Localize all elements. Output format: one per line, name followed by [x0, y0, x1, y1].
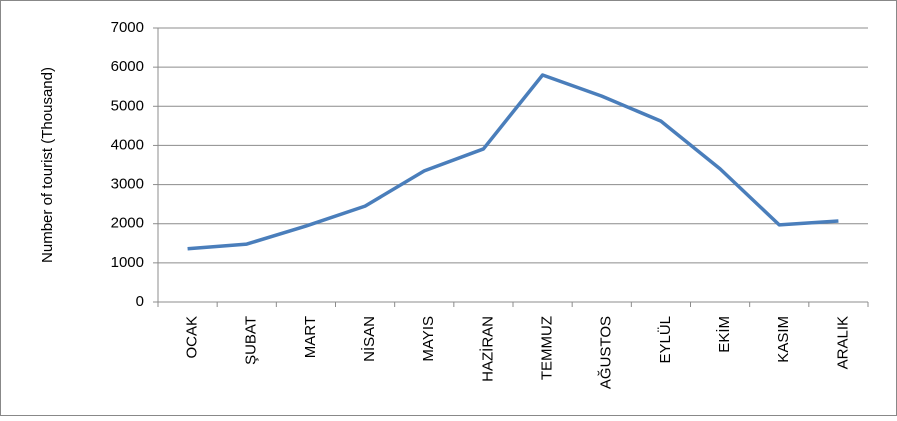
y-tick-label: 0	[136, 293, 144, 310]
y-tick-label: 4000	[111, 136, 144, 153]
x-tick-label: MAYIS	[420, 316, 437, 362]
y-tick-label: 6000	[111, 58, 144, 75]
x-tick-label: EYLÜL	[656, 316, 674, 364]
x-tick-label: NİSAN	[360, 316, 378, 362]
x-tick-label: OCAK	[184, 316, 201, 359]
x-tick-label: TEMMUZ	[539, 316, 556, 380]
x-tick-label: ARALIK	[834, 316, 851, 369]
y-tick-label: 5000	[111, 97, 144, 114]
x-tick-label: EKİM	[715, 316, 733, 353]
y-tick-label: 3000	[111, 176, 144, 193]
x-tick-label: KASIM	[775, 316, 792, 363]
y-tick-label: 7000	[111, 19, 144, 36]
y-tick-label: 2000	[111, 215, 144, 232]
x-tick-label: HAZİRAN	[478, 316, 496, 382]
y-axis-title: Number of tourist (Thousand)	[39, 67, 56, 263]
x-tick-label: MART	[302, 316, 319, 358]
x-tick-label: AĞUSTOS	[598, 316, 615, 389]
x-tick-label: ŞUBAT	[243, 316, 260, 365]
data-line	[187, 73, 839, 251]
y-tick-label: 1000	[111, 254, 144, 271]
